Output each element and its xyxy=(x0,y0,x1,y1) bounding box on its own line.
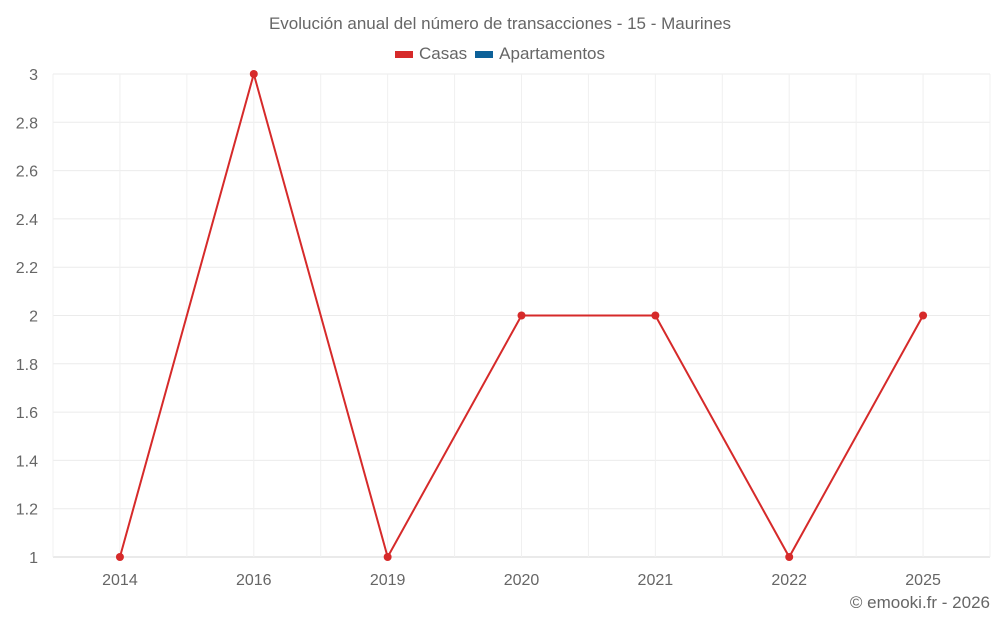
data-point[interactable] xyxy=(919,311,928,320)
x-tick-label: 2014 xyxy=(102,572,138,589)
x-tick-label: 2020 xyxy=(504,572,540,589)
y-tick-label: 2.8 xyxy=(16,115,38,132)
legend-item-casas[interactable]: Casas xyxy=(394,44,468,64)
x-tick-label: 2016 xyxy=(236,572,272,589)
data-point[interactable] xyxy=(517,311,526,320)
y-tick-label: 1.6 xyxy=(16,405,38,422)
x-tick-label: 2021 xyxy=(638,572,674,589)
y-tick-label: 1.8 xyxy=(16,357,38,374)
y-tick-label: 1.2 xyxy=(16,502,38,519)
data-point[interactable] xyxy=(785,553,794,561)
data-point[interactable] xyxy=(651,311,660,320)
x-tick-label: 2022 xyxy=(771,572,807,589)
data-point[interactable] xyxy=(115,553,124,561)
legend-item-apartamentos[interactable]: Apartamentos xyxy=(475,44,605,64)
y-tick-label: 2.6 xyxy=(16,164,38,181)
apartamentos-swatch-icon xyxy=(475,50,494,58)
y-tick-label: 2.2 xyxy=(16,260,38,277)
data-point[interactable] xyxy=(249,70,258,78)
y-tick-label: 1 xyxy=(29,550,38,567)
casas-swatch-icon xyxy=(394,50,413,58)
legend-label-apartamentos: Apartamentos xyxy=(499,44,606,63)
x-tick-label: 2025 xyxy=(905,572,941,589)
y-tick-label: 2.4 xyxy=(16,212,38,229)
credit-text: © emooki.fr - 2026 xyxy=(849,593,990,612)
legend: Casas Apartamentos xyxy=(0,44,1000,64)
y-tick-label: 2 xyxy=(29,309,38,326)
data-point[interactable] xyxy=(383,553,392,561)
chart-title: Evolución anual del número de transaccio… xyxy=(268,14,732,33)
y-tick-label: 3 xyxy=(29,67,38,84)
legend-label-casas: Casas xyxy=(418,44,468,63)
y-tick-label: 1.4 xyxy=(16,453,38,470)
x-tick-label: 2019 xyxy=(370,572,406,589)
